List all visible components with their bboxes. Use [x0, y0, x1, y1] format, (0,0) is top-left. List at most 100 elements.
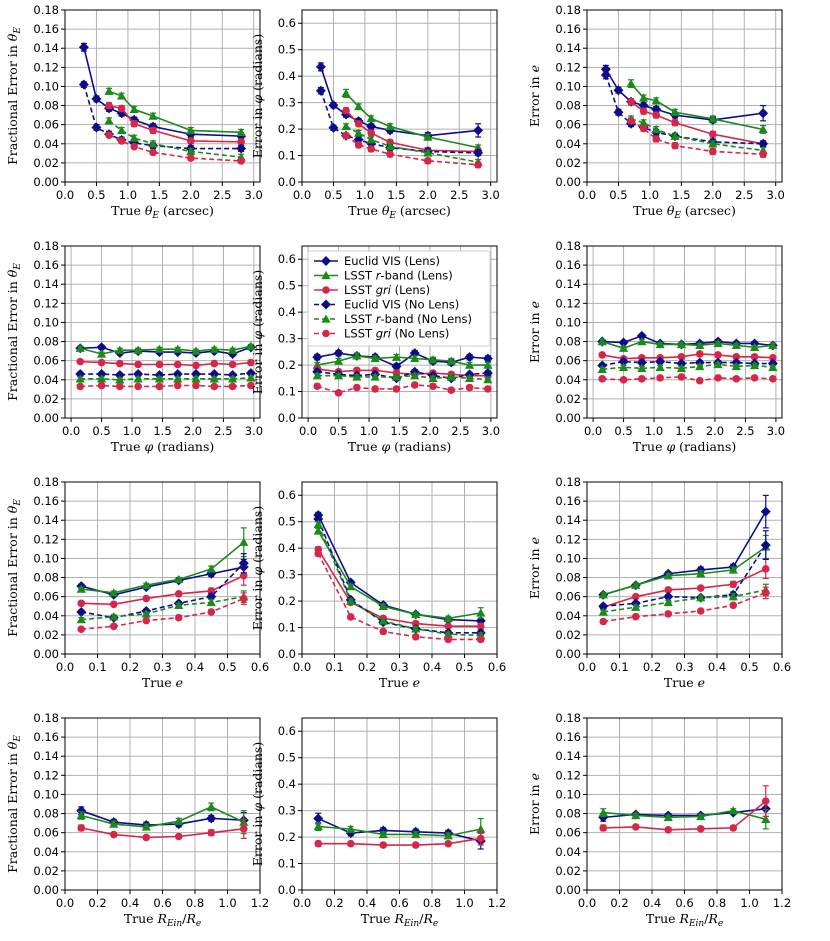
data-point — [639, 124, 648, 133]
y-tick-label: 0.10 — [555, 787, 581, 801]
data-point — [206, 802, 216, 811]
series-line — [317, 530, 481, 620]
y-tick-label: 0.10 — [555, 315, 581, 329]
data-point — [447, 386, 456, 395]
label-fragment: gri — [376, 327, 392, 341]
data-point — [636, 330, 647, 341]
data-point — [714, 351, 722, 359]
x-tick-label: 0.8 — [423, 896, 441, 910]
y-tick-label: 0.12 — [33, 296, 59, 310]
data-point — [655, 356, 666, 367]
series-euclid_nolens — [600, 69, 769, 149]
label-fragment: R — [422, 911, 432, 926]
y-axis-label: Error in e — [527, 773, 542, 835]
data-point — [671, 118, 679, 127]
y-tick-label: 0.10 — [555, 79, 581, 93]
data-point — [155, 382, 164, 391]
data-point — [476, 834, 485, 843]
x-tick-label: 0.6 — [251, 660, 269, 674]
data-point — [652, 135, 660, 143]
data-point — [476, 608, 486, 617]
data-point — [117, 91, 127, 100]
series-gri_nolens — [313, 381, 492, 397]
series-line — [345, 125, 479, 163]
y-tick-label: 0.1 — [278, 385, 296, 399]
data-point — [391, 352, 402, 361]
y-axis-label: Fractional Error in θE — [5, 499, 23, 637]
y-tick-label: 0.06 — [555, 118, 581, 132]
label-fragment: φ — [250, 331, 265, 340]
y-tick-label: 0.16 — [555, 494, 581, 508]
label-fragment: φ — [250, 95, 265, 104]
data-point — [77, 824, 86, 832]
label-fragment: Error in — [250, 340, 265, 395]
y-tick-label: 0.5 — [278, 515, 296, 529]
data-point — [761, 814, 771, 823]
chart-panel: 0.00 0.02 0.04 0.06 0.08 0.10 0.12 0.14 0.16 0.18… — [5, 239, 263, 454]
label-fragment: e — [413, 675, 420, 690]
data-point — [598, 601, 609, 612]
data-point — [154, 344, 165, 353]
data-point — [341, 121, 351, 131]
y-tick-label: 0.3 — [278, 332, 296, 346]
data-point — [631, 810, 641, 820]
y-tick-label: 0.6 — [278, 16, 296, 30]
axes-frame — [586, 9, 783, 183]
data-point — [315, 61, 326, 72]
x-tick-label: 1.5 — [672, 188, 690, 202]
data-point — [148, 111, 158, 120]
data-point — [749, 360, 760, 370]
y-tick-label: 0.02 — [33, 864, 59, 878]
data-point — [134, 382, 142, 391]
label-fragment: (radians) — [390, 439, 451, 454]
x-tick-label: 0.1 — [325, 660, 343, 674]
x-tick-label: 0.2 — [643, 660, 661, 674]
data-point — [713, 338, 723, 348]
data-point — [237, 157, 245, 165]
data-point — [474, 161, 482, 169]
x-tick-label: 1.0 — [641, 188, 659, 202]
data-point — [613, 85, 624, 96]
data-point — [473, 147, 484, 158]
y-tick-label: 0.14 — [555, 513, 581, 527]
series-lsstr_nolens — [75, 373, 256, 384]
y-tick-label: 0.08 — [555, 99, 581, 113]
label-fragment: Error in — [527, 784, 542, 835]
data-point — [443, 629, 453, 638]
axes-frame — [64, 717, 261, 891]
y-tick-label: 0.08 — [555, 571, 581, 585]
data-point — [676, 339, 687, 349]
legend-box — [307, 250, 491, 347]
data-point — [651, 96, 661, 105]
data-point — [758, 108, 769, 119]
y-tick-label: 0.06 — [33, 354, 59, 368]
y-tick-label: 0.12 — [555, 60, 581, 74]
label-fragment: True — [646, 911, 680, 926]
x-tick-label: 2.0 — [184, 424, 202, 438]
data-point — [769, 375, 777, 383]
y-tick-label: 0.14 — [555, 749, 581, 763]
data-point — [314, 839, 323, 848]
x-tick-label: 1.0 — [360, 424, 378, 438]
x-tick-label: 1.0 — [356, 188, 374, 202]
data-point — [411, 624, 421, 633]
y-tick-label: 0.06 — [555, 354, 581, 368]
data-point — [210, 382, 219, 391]
y-axis-label: Error in φ (radians) — [250, 270, 265, 394]
data-point — [366, 113, 376, 123]
data-point — [761, 565, 770, 573]
label-fragment: θ — [382, 203, 390, 218]
y-tick-label: 0.14 — [33, 749, 59, 763]
x-tick-label: 0.5 — [740, 660, 758, 674]
data-point — [671, 141, 679, 150]
data-point — [97, 358, 106, 367]
label-fragment: True — [379, 675, 409, 690]
data-point — [411, 841, 420, 849]
x-tick-label: 0.5 — [87, 188, 105, 202]
y-tick-label: 0.4 — [278, 69, 296, 83]
y-tick-label: 0.16 — [33, 22, 59, 36]
x-tick-label: 1.0 — [455, 896, 473, 910]
y-tick-label: 0.06 — [33, 826, 59, 840]
label-fragment: e — [718, 919, 723, 929]
label-fragment: -band — [380, 269, 413, 283]
